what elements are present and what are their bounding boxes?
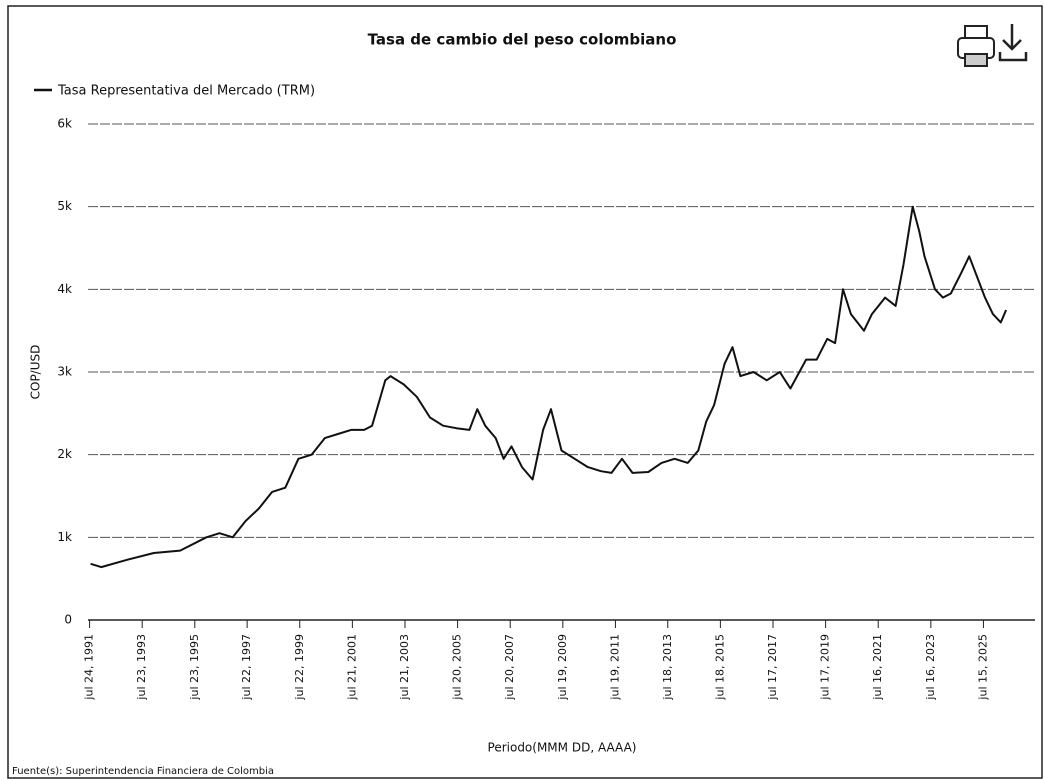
x-tick-label: jul 19, 2011 (608, 634, 621, 701)
x-tick-label: jul 20, 2007 (503, 634, 516, 701)
print-icon[interactable] (957, 25, 995, 67)
x-tick-label: jul 16, 2023 (924, 634, 937, 701)
x-tick-label: jul 23, 1993 (135, 634, 148, 701)
y-tick-label: 2k (57, 447, 72, 461)
y-axis-label: COP/USD (29, 345, 43, 400)
y-tick-label: 3k (57, 365, 72, 379)
x-tick-label: jul 16, 2021 (871, 634, 884, 701)
x-tick-label: jul 22, 1999 (293, 634, 306, 701)
x-axis-label: Periodo(MMM DD, AAAA) (488, 741, 637, 755)
x-tick-label: jul 24, 1991 (83, 634, 96, 701)
x-tick-label: jul 17, 2017 (766, 634, 779, 701)
source: Fuente(s): Superintendencia Financiera d… (12, 766, 274, 777)
y-tick-label: 5k (57, 199, 72, 213)
y-tick-label: 6k (57, 117, 72, 131)
x-tick-label: jul 22, 1997 (240, 634, 253, 701)
x-tick-label: jul 21, 2003 (398, 634, 411, 701)
x-tick-label: jul 18, 2015 (713, 634, 726, 701)
x-tick-label: jul 18, 2013 (661, 634, 674, 701)
frame (7, 5, 1043, 779)
download-icon[interactable] (998, 24, 1028, 62)
line (90, 205, 1008, 569)
x-tick-label: jul 17, 2019 (819, 634, 832, 701)
legend-label: Tasa Representativa del Mercado (TRM) (57, 84, 315, 99)
chart-title: Tasa de cambio del peso colombiano (368, 31, 677, 49)
y-tick-label: 1k (57, 530, 72, 544)
y-tick-label: 0 (64, 613, 72, 627)
x-tick-label: jul 21, 2001 (345, 634, 358, 701)
y-tick-label: 4k (57, 282, 72, 296)
x-tick-label: jul 20, 2005 (451, 634, 464, 701)
x-tick-label: jul 15, 2025 (976, 634, 989, 701)
x-tick-label: jul 23, 1995 (188, 634, 201, 701)
x-tick-label: jul 19, 2009 (556, 634, 569, 701)
